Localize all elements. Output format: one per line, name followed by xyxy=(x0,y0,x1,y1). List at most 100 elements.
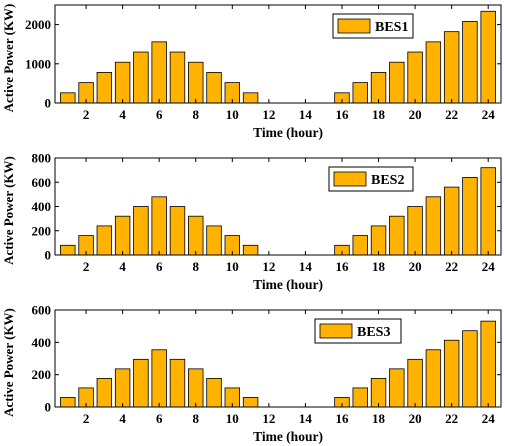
legend: BES1 xyxy=(332,13,414,39)
bar xyxy=(425,41,442,104)
bar xyxy=(96,72,113,104)
legend-swatch xyxy=(319,323,353,339)
x-tick-label: 24 xyxy=(482,411,496,426)
x-tick-label: 18 xyxy=(372,411,386,426)
bar xyxy=(443,186,460,256)
y-tick-label: 200 xyxy=(32,223,52,238)
axes-frame xyxy=(54,4,502,104)
bar xyxy=(389,368,405,408)
bar xyxy=(60,397,76,408)
x-tick-label: 16 xyxy=(335,259,349,274)
x-tick-label: 20 xyxy=(409,107,422,122)
bar xyxy=(169,51,186,104)
axes-frame xyxy=(54,309,502,408)
x-tick-label: 12 xyxy=(262,411,275,426)
bar xyxy=(114,368,131,408)
x-tick-label: 6 xyxy=(156,259,163,274)
bar xyxy=(151,41,167,104)
y-tick-label: 0 xyxy=(45,96,52,111)
bar xyxy=(480,167,496,256)
x-tick-label: 2 xyxy=(83,259,90,274)
bar xyxy=(133,51,149,104)
bar xyxy=(370,225,387,256)
legend-swatch xyxy=(333,171,367,187)
y-axis-label: Active Power (KW) xyxy=(1,156,16,265)
bar xyxy=(133,358,149,408)
bar xyxy=(114,215,131,256)
y-tick-label: 0 xyxy=(45,248,52,263)
x-tick-label: 24 xyxy=(482,107,496,122)
bar xyxy=(60,244,76,256)
bar xyxy=(407,358,423,408)
legend-label: BES2 xyxy=(371,173,404,188)
bar xyxy=(206,377,222,408)
legend-swatch xyxy=(337,18,371,34)
x-tick-label: 14 xyxy=(299,107,313,122)
x-tick-label: 14 xyxy=(299,411,313,426)
y-tick-label: 800 xyxy=(32,151,52,166)
bar xyxy=(443,31,460,104)
x-tick-label: 8 xyxy=(192,259,199,274)
x-tick-label: 8 xyxy=(192,411,199,426)
x-tick-label: 14 xyxy=(299,259,313,274)
bar xyxy=(188,368,204,408)
bar xyxy=(206,225,222,256)
bar xyxy=(96,377,113,408)
x-axis-label: Time (hour) xyxy=(253,125,323,140)
bar xyxy=(407,206,423,256)
bar xyxy=(242,92,259,104)
x-axis-label: Time (hour) xyxy=(253,429,323,444)
bar xyxy=(96,225,113,256)
bar xyxy=(462,21,478,104)
bar xyxy=(188,61,204,104)
legend-box xyxy=(332,13,414,39)
y-tick-label: 2000 xyxy=(25,17,51,32)
x-tick-label: 6 xyxy=(156,107,163,122)
x-tick-label: 10 xyxy=(226,107,239,122)
x-tick-label: 18 xyxy=(372,107,386,122)
legend: BES2 xyxy=(328,166,414,192)
legend-label: BES1 xyxy=(375,20,408,35)
x-axis-label: Time (hour) xyxy=(253,277,323,292)
bar xyxy=(480,10,496,104)
y-tick-label: 400 xyxy=(32,335,52,350)
bar xyxy=(114,61,131,104)
y-axis-label: Active Power (KW) xyxy=(1,4,16,113)
x-tick-label: 12 xyxy=(262,259,275,274)
x-tick-label: 10 xyxy=(226,411,239,426)
bar xyxy=(169,358,186,408)
bar xyxy=(352,387,368,408)
x-tick-label: 12 xyxy=(262,107,275,122)
y-tick-label: 1000 xyxy=(25,56,51,71)
x-tick-label: 2 xyxy=(83,411,90,426)
y-tick-label: 0 xyxy=(45,400,52,415)
legend-label: BES3 xyxy=(357,325,390,340)
y-tick-label: 600 xyxy=(32,303,52,318)
bar xyxy=(425,196,442,256)
bar xyxy=(462,176,478,256)
x-tick-label: 4 xyxy=(119,107,126,122)
bar xyxy=(480,320,496,408)
y-axis-label: Active Power (KW) xyxy=(1,308,16,417)
x-tick-label: 22 xyxy=(445,259,458,274)
x-tick-label: 4 xyxy=(119,411,126,426)
x-tick-label: 6 xyxy=(156,411,163,426)
x-tick-label: 16 xyxy=(335,107,349,122)
bar xyxy=(352,82,368,104)
bar xyxy=(370,377,387,408)
bar xyxy=(370,72,387,104)
x-tick-label: 22 xyxy=(445,411,458,426)
y-tick-label: 200 xyxy=(32,367,52,382)
bar xyxy=(169,206,186,256)
bar xyxy=(151,349,167,408)
x-tick-label: 18 xyxy=(372,259,386,274)
bar xyxy=(443,339,460,408)
bar xyxy=(206,72,222,104)
x-tick-label: 20 xyxy=(409,411,422,426)
bar xyxy=(389,61,405,104)
bar xyxy=(352,235,368,256)
bar xyxy=(60,92,76,104)
